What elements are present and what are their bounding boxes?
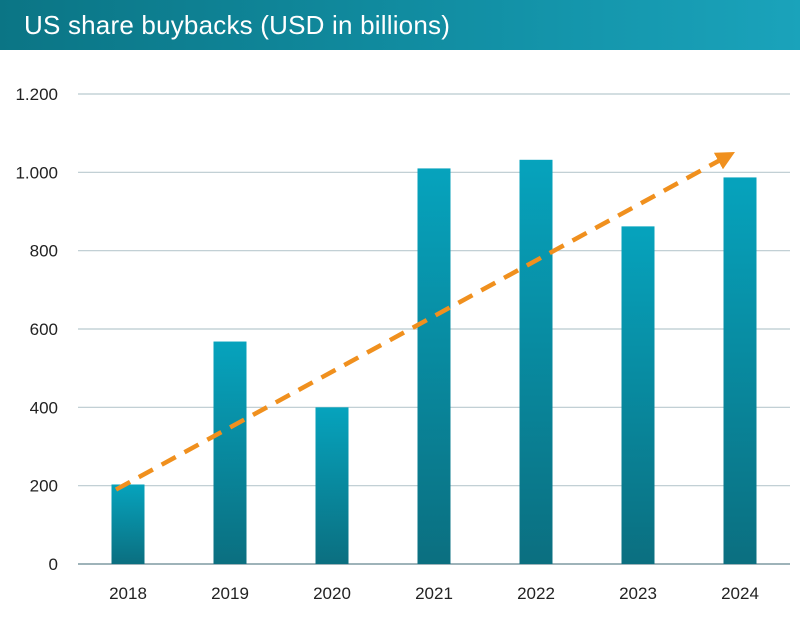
y-axis-ticks: 0 200 400 600 800 1.000 1.200 [15,85,58,574]
x-tick-label: 2022 [517,584,555,603]
chart-title: US share buybacks (USD in billions) [24,9,451,40]
chart-header: US share buybacks (USD in billions) [0,0,800,50]
y-tick-label: 200 [30,477,58,496]
y-tick-label: 1.200 [15,85,58,104]
bar-2021 [417,168,451,564]
y-tick-label: 1.000 [15,163,58,182]
trend-arrow-line [114,151,735,492]
x-tick-label: 2018 [109,584,147,603]
x-tick-label: 2021 [415,584,453,603]
x-tick-label: 2024 [721,584,759,603]
x-tick-label: 2020 [313,584,351,603]
y-tick-label: 800 [30,242,58,261]
bar-2022 [519,159,553,565]
bar-2020 [315,407,349,564]
x-tick-label: 2019 [211,584,249,603]
bar-chart: 0 200 400 600 800 1.000 1.200 2018 2019 2020 2021… [15,85,790,603]
y-tick-label: 0 [49,555,58,574]
bar-2023 [621,226,655,564]
bar-2018 [111,484,145,564]
y-tick-label: 600 [30,320,58,339]
y-tick-label: 400 [30,398,58,417]
bar-2019 [213,341,247,564]
x-axis-ticks: 2018 2019 2020 2021 2022 2023 2024 [109,584,759,603]
bar-2024 [723,177,757,565]
x-tick-label: 2023 [619,584,657,603]
trend-arrow [114,151,735,492]
bars [111,159,757,565]
